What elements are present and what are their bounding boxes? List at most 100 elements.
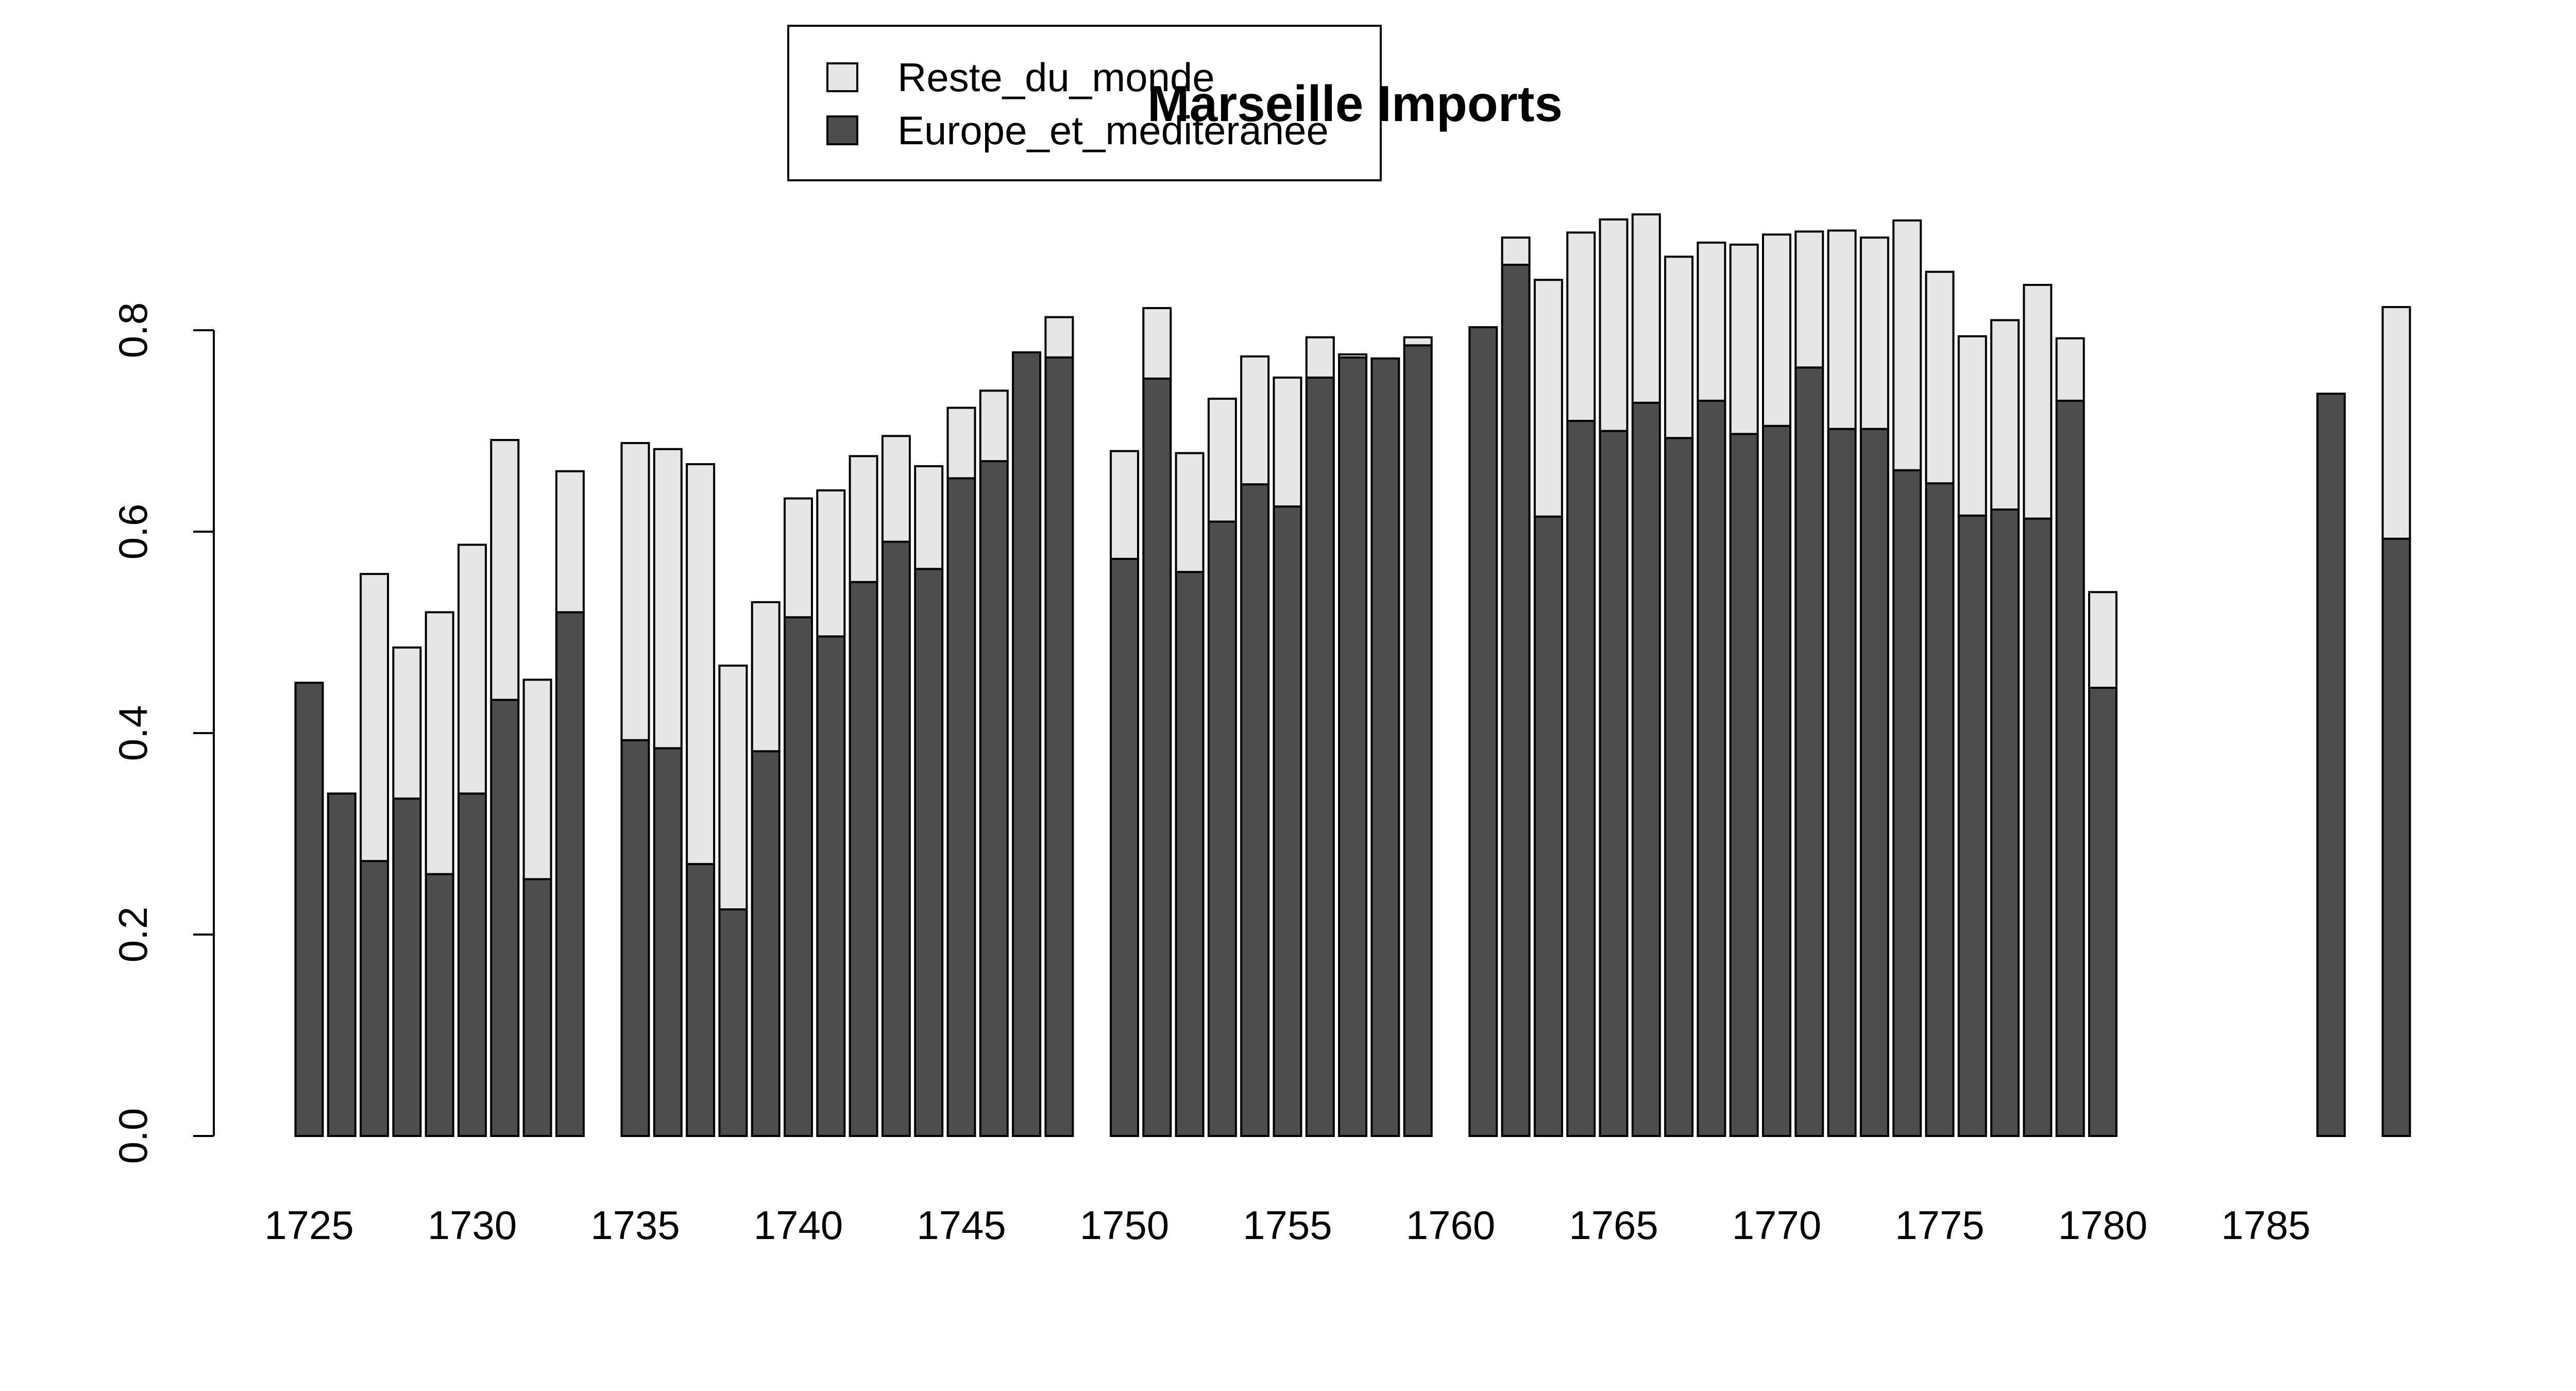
bar-europe-1744 [914,568,944,1137]
legend-label: Reste_du_monde [897,55,1215,100]
bar-reste-1729 [425,611,454,875]
x-tick-label: 1725 [264,1202,354,1248]
bar-europe-1787 [2316,393,2346,1137]
bar-europe-1780 [2088,687,2117,1137]
bar-europe-1769 [1729,433,1759,1137]
bar-europe-1725 [294,682,324,1137]
bar-europe-1766 [1631,401,1661,1137]
bar-reste-1763 [1533,279,1563,518]
bar-europe-1727 [360,860,389,1138]
bar-reste-1755 [1273,376,1302,508]
bar-reste-1739 [751,601,781,753]
x-tick-label: 1780 [2058,1202,2148,1248]
bar-reste-1756 [1305,336,1335,379]
bar-reste-1768 [1697,241,1726,402]
bar-reste-1737 [686,463,716,866]
bar-europe-1768 [1697,399,1726,1137]
bar-reste-1742 [849,455,878,583]
bar-reste-1757 [1338,353,1368,359]
bar-europe-1735 [620,739,650,1138]
bar-europe-1759 [1403,344,1433,1138]
bar-reste-1750 [1110,450,1139,560]
bar-europe-1751 [1142,377,1172,1138]
bar-europe-1755 [1273,505,1302,1137]
bar-europe-1772 [1827,428,1857,1138]
bar-europe-1747 [1012,351,1042,1137]
legend-swatch [826,62,858,92]
bar-europe-1746 [979,460,1009,1137]
bar-reste-1740 [784,497,813,619]
bar-reste-1743 [881,435,911,543]
bar-reste-1774 [1892,219,1922,471]
bar-reste-1764 [1566,231,1596,422]
y-tick-label: 0.4 [110,705,156,761]
bar-europe-1764 [1566,419,1596,1138]
bar-reste-1770 [1762,233,1791,427]
y-tick-label: 0.6 [110,504,156,559]
bar-europe-1774 [1892,469,1922,1137]
x-tick-label: 1765 [1569,1202,1658,1248]
bar-europe-1754 [1240,483,1270,1137]
bar-europe-1773 [1859,428,1889,1138]
bar-europe-1750 [1110,557,1139,1137]
bar-reste-1745 [946,406,976,480]
x-tick-label: 1740 [754,1202,843,1248]
bar-europe-1731 [490,699,520,1137]
bar-reste-1776 [1957,335,1987,517]
x-tick-label: 1745 [917,1202,1006,1248]
bar-reste-1752 [1175,452,1205,573]
bar-europe-1765 [1599,430,1629,1137]
bar-europe-1761 [1468,326,1498,1137]
bar-europe-1729 [425,873,454,1137]
bar-reste-1732 [522,678,552,880]
x-tick-label: 1775 [1895,1202,1985,1248]
bar-reste-1753 [1207,397,1237,523]
legend-box [787,25,1382,181]
bar-europe-1738 [718,908,748,1137]
bar-reste-1735 [620,442,650,741]
bar-reste-1769 [1729,243,1759,435]
x-tick-label: 1770 [1732,1202,1822,1248]
bar-reste-1766 [1631,213,1661,404]
bar-europe-1762 [1501,263,1531,1137]
bar-europe-1743 [881,540,911,1137]
bar-reste-1746 [979,389,1009,463]
bar-europe-1736 [653,747,683,1137]
bar-europe-1775 [1925,482,1955,1137]
bar-europe-1770 [1762,425,1791,1137]
bar-europe-1741 [816,635,846,1137]
bar-reste-1773 [1859,236,1889,430]
x-tick-label: 1755 [1243,1202,1332,1248]
bar-europe-1758 [1370,357,1400,1137]
bar-reste-1759 [1403,336,1433,347]
bar-europe-1737 [686,863,716,1137]
bar-europe-1726 [327,792,357,1138]
bar-europe-1733 [555,611,585,1137]
legend-label: Europe_et_mediteranee [897,108,1329,153]
bar-reste-1728 [392,646,422,800]
x-tick-label: 1730 [428,1202,517,1248]
bar-europe-1748 [1044,356,1074,1137]
bar-reste-1730 [457,544,487,795]
bar-europe-1753 [1207,520,1237,1138]
bar-europe-1740 [784,616,813,1138]
bar-reste-1777 [1990,319,2020,511]
bar-reste-1779 [2055,337,2085,402]
legend-swatch [826,115,858,145]
bar-europe-1752 [1175,571,1205,1137]
bar-reste-1748 [1044,316,1074,359]
bar-reste-1772 [1827,229,1857,430]
x-tick-label: 1760 [1406,1202,1496,1248]
bar-europe-1776 [1957,514,1987,1137]
bar-reste-1771 [1794,230,1824,369]
bar-europe-1732 [522,878,552,1137]
bar-reste-1754 [1240,355,1270,486]
chart-title: Marseille Imports [1147,75,1563,132]
bar-europe-1789 [2381,537,2411,1137]
bar-europe-1778 [2023,517,2053,1138]
bar-reste-1767 [1664,256,1694,439]
bar-reste-1762 [1501,236,1531,266]
y-tick-label: 0.2 [110,907,156,962]
